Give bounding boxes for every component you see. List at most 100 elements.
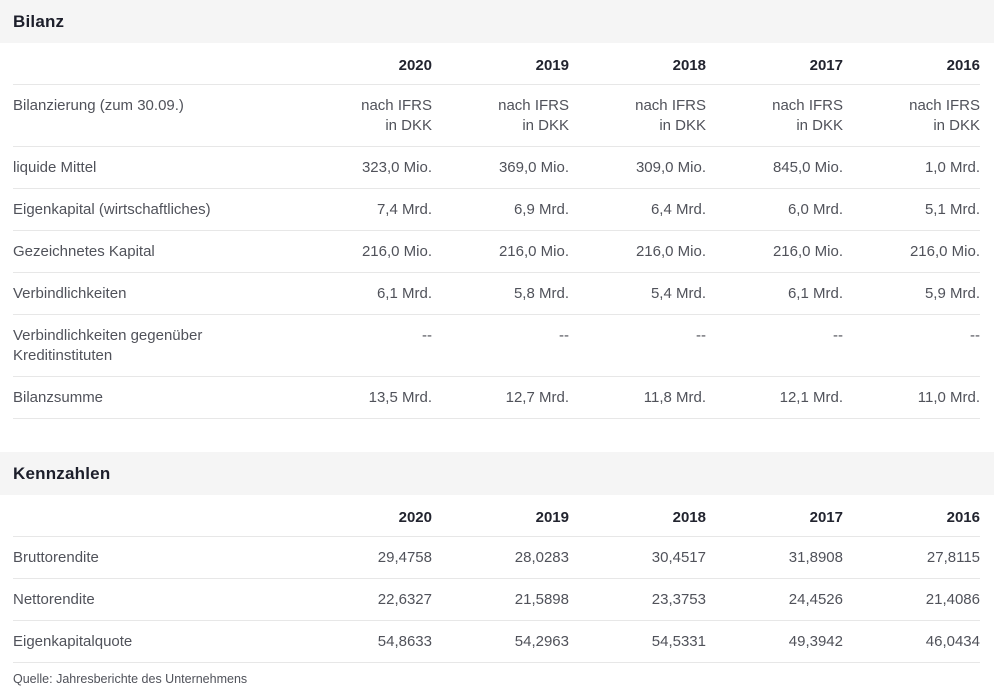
cell-value: 12,1 Mrd. (706, 376, 843, 419)
cell-value: 309,0 Mio. (569, 146, 706, 189)
kennzahlen-section: Kennzahlen 2020 2019 2018 2017 2016 Bruttoren… (0, 452, 994, 663)
cell-value: 216,0 Mio. (432, 230, 569, 273)
row-label: Verbindlichkeiten (13, 272, 295, 315)
cell-value-line: in DKK (659, 117, 706, 134)
empty-header-cell (13, 495, 295, 537)
kennzahlen-section-header: Kennzahlen (0, 452, 994, 495)
cell-value: 6,1 Mrd. (706, 272, 843, 315)
cell-value: nach IFRS in DKK (295, 84, 432, 147)
kennzahlen-table-wrap: 2020 2019 2018 2017 2016 Bruttorendite 29,4758… (0, 495, 994, 663)
table-row: liquide Mittel 323,0 Mio. 369,0 Mio. 309,0 … (13, 146, 980, 189)
year-header-2017: 2017 (706, 43, 843, 85)
table-row: Bruttorendite 29,4758 28,0283 30,4517 31,890… (13, 536, 980, 579)
kennzahlen-section-title: Kennzahlen (13, 463, 111, 483)
table-row: Verbindlichkeiten 6,1 Mrd. 5,8 Mrd. 5,4 Mrd… (13, 272, 980, 315)
cell-value: 5,9 Mrd. (843, 272, 980, 315)
cell-value-line: in DKK (796, 117, 843, 134)
year-header-2016: 2016 (843, 495, 980, 537)
cell-value: 6,9 Mrd. (432, 188, 569, 231)
cell-value: -- (569, 314, 706, 377)
table-row: Nettorendite 22,6327 21,5898 23,3753 24,4526… (13, 578, 980, 621)
cell-value: 23,3753 (569, 578, 706, 621)
row-label: Gezeichnetes Kapital (13, 230, 295, 273)
cell-value: 27,8115 (843, 536, 980, 579)
cell-value-line: in DKK (522, 117, 569, 134)
cell-value: 54,2963 (432, 620, 569, 663)
cell-value: 11,0 Mrd. (843, 376, 980, 419)
cell-value: 28,0283 (432, 536, 569, 579)
row-label: Verbindlichkeiten gegenüber Kreditinstit… (13, 314, 295, 377)
year-header-row: 2020 2019 2018 2017 2016 (13, 495, 980, 537)
year-header-2019: 2019 (432, 495, 569, 537)
cell-value-line: nach IFRS (498, 97, 569, 114)
kennzahlen-table: 2020 2019 2018 2017 2016 Bruttorendite 29,4758… (13, 495, 980, 663)
cell-value: -- (432, 314, 569, 377)
cell-value: nach IFRS in DKK (706, 84, 843, 147)
year-header-2017: 2017 (706, 495, 843, 537)
cell-value: 54,5331 (569, 620, 706, 663)
table-row: Bilanzsumme 13,5 Mrd. 12,7 Mrd. 11,8 Mrd. 12… (13, 376, 980, 419)
table-row: Eigenkapitalquote 54,8633 54,2963 54,5331 49… (13, 620, 980, 663)
cell-value: 22,6327 (295, 578, 432, 621)
row-label: Nettorendite (13, 578, 295, 621)
cell-value: 323,0 Mio. (295, 146, 432, 189)
cell-value: 5,1 Mrd. (843, 188, 980, 231)
table-row: Bilanzierung (zum 30.09.) nach IFRS in DKK… (13, 84, 980, 147)
year-header-2020: 2020 (295, 495, 432, 537)
empty-header-cell (13, 43, 295, 85)
cell-value: -- (843, 314, 980, 377)
cell-value-line: in DKK (385, 117, 432, 134)
cell-value: 29,4758 (295, 536, 432, 579)
cell-value: 13,5 Mrd. (295, 376, 432, 419)
cell-value: 21,4086 (843, 578, 980, 621)
cell-value-line: in DKK (933, 117, 980, 134)
cell-value-line: nach IFRS (909, 97, 980, 114)
cell-value: nach IFRS in DKK (843, 84, 980, 147)
cell-value: 30,4517 (569, 536, 706, 579)
row-label: liquide Mittel (13, 146, 295, 189)
cell-value: 6,0 Mrd. (706, 188, 843, 231)
bilanz-table: 2020 2019 2018 2017 2016 Bilanzierung (zum 30… (13, 43, 980, 419)
cell-value: 216,0 Mio. (843, 230, 980, 273)
source-note: Quelle: Jahresberichte des Unternehmens (13, 672, 248, 686)
cell-value: 31,8908 (706, 536, 843, 579)
bilanz-section: Bilanz 2020 2019 2018 2017 2016 Bilanzierung … (0, 0, 994, 419)
cell-value: 369,0 Mio. (432, 146, 569, 189)
cell-value: 21,5898 (432, 578, 569, 621)
row-label: Bilanzierung (zum 30.09.) (13, 84, 295, 147)
cell-value: 216,0 Mio. (295, 230, 432, 273)
year-header-row: 2020 2019 2018 2017 2016 (13, 43, 980, 85)
cell-value: 5,8 Mrd. (432, 272, 569, 315)
cell-value: -- (295, 314, 432, 377)
bilanz-section-title: Bilanz (13, 11, 65, 31)
row-label: Bruttorendite (13, 536, 295, 579)
cell-value: 49,3942 (706, 620, 843, 663)
cell-value: 6,4 Mrd. (569, 188, 706, 231)
bilanz-section-header: Bilanz (0, 0, 994, 43)
row-label: Eigenkapitalquote (13, 620, 295, 663)
cell-value: 7,4 Mrd. (295, 188, 432, 231)
cell-value: nach IFRS in DKK (432, 84, 569, 147)
cell-value: 12,7 Mrd. (432, 376, 569, 419)
cell-value: 216,0 Mio. (569, 230, 706, 273)
bilanz-table-wrap: 2020 2019 2018 2017 2016 Bilanzierung (zum 30… (0, 43, 994, 419)
cell-value: 24,4526 (706, 578, 843, 621)
cell-value: -- (706, 314, 843, 377)
cell-value: 54,8633 (295, 620, 432, 663)
cell-value: 216,0 Mio. (706, 230, 843, 273)
cell-value: 5,4 Mrd. (569, 272, 706, 315)
cell-value: 1,0 Mrd. (843, 146, 980, 189)
cell-value: 6,1 Mrd. (295, 272, 432, 315)
table-row: Verbindlichkeiten gegenüber Kreditinstit… (13, 314, 980, 377)
year-header-2016: 2016 (843, 43, 980, 85)
cell-value: 11,8 Mrd. (569, 376, 706, 419)
row-label: Eigenkapital (wirtschaftliches) (13, 188, 295, 231)
cell-value: nach IFRS in DKK (569, 84, 706, 147)
cell-value-line: nach IFRS (361, 97, 432, 114)
cell-value-line: nach IFRS (635, 97, 706, 114)
cell-value-line: nach IFRS (772, 97, 843, 114)
year-header-2019: 2019 (432, 43, 569, 85)
year-header-2020: 2020 (295, 43, 432, 85)
cell-value: 845,0 Mio. (706, 146, 843, 189)
table-row: Eigenkapital (wirtschaftliches) 7,4 Mrd. 6… (13, 188, 980, 231)
